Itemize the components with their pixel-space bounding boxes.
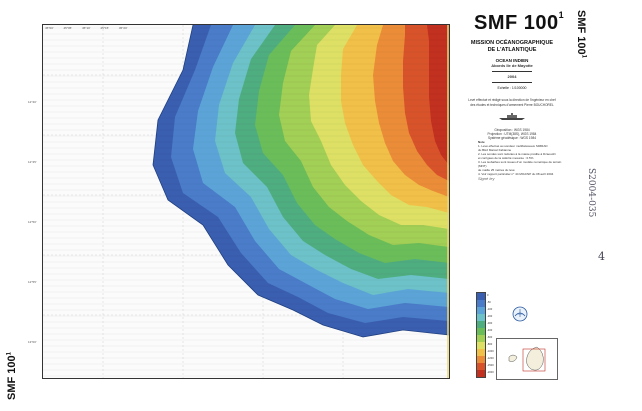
- scale-label: Echelle : 1/100000: [497, 86, 527, 91]
- legend-label: -50: [487, 301, 491, 304]
- note-line: 2. Les sondes sont réduites à la marée p…: [478, 152, 556, 156]
- note-line: du BH2 Marcel Fabianne: [478, 148, 512, 152]
- legend-swatch: [477, 321, 485, 328]
- note-line: de maille 25 mètres du levé: [478, 168, 515, 172]
- mission-line-2: DE L'ATLANTIQUE: [487, 47, 537, 53]
- shom-logo-icon: [512, 306, 528, 322]
- legend-label: -200: [487, 315, 493, 318]
- legend-swatch: [477, 335, 485, 342]
- mission-line-1: MISSION OCÉANOGRAPHIQUE: [470, 40, 554, 46]
- archive-code: S2004-035: [586, 168, 596, 218]
- legend-label: -100: [487, 308, 493, 311]
- legend-label: -2000: [487, 371, 494, 374]
- area-name: Abords Ile de Mayotte: [491, 63, 533, 68]
- legend-label: 0: [487, 294, 489, 297]
- reef-edge: [152, 25, 449, 338]
- legend-swatch: [477, 356, 485, 363]
- ship-icon: [499, 112, 525, 120]
- legend-swatch: [477, 300, 485, 307]
- legend-swatch: [477, 363, 485, 370]
- legend-label: -1200: [487, 357, 494, 360]
- legend-swatch: [477, 328, 485, 335]
- legend-swatch: [477, 342, 485, 349]
- legend-label: -800: [487, 343, 493, 346]
- geodesy-2: Projection : UTM(38S), WGS 1984: [487, 132, 537, 137]
- divider: [492, 71, 532, 73]
- inset-island-shape: [508, 346, 546, 372]
- bottom-sheet-code: SMF 1001: [6, 352, 18, 400]
- legend-label: -300: [487, 322, 493, 325]
- legend-swatch: [477, 370, 485, 377]
- bathymetry-layers: [43, 25, 449, 378]
- survey-year: 2004: [507, 74, 517, 80]
- divider: [492, 82, 532, 84]
- side-sheet-code: SMF 1001: [575, 10, 587, 58]
- legend-label: -1500: [487, 364, 494, 367]
- notes-block: Note 1. Levé effectué au sondeur multifa…: [478, 140, 568, 176]
- note-line: 1. Levé effectué au sondeur multifaiscea…: [478, 144, 548, 148]
- credits-line-2: des études et techniques d'armement Pier…: [470, 102, 554, 107]
- title-block: MISSION OCÉANOGRAPHIQUE DE L'ATLANTIQUE …: [456, 40, 568, 140]
- depth-legend: [476, 292, 486, 378]
- legend-label: -400: [487, 329, 493, 332]
- legend-swatch: [477, 307, 485, 314]
- legend-label: -1000: [487, 350, 494, 353]
- notes-title: Note: [478, 140, 485, 144]
- sheet-title: SMF 1001: [474, 10, 565, 34]
- note-line: 4. Voir rapport particulier n° 44 MOA/NP…: [478, 172, 554, 176]
- left-tick-labels: 12°40' 12°45' 12°50' 12°55' 13°00': [28, 100, 37, 344]
- signature: Signé ley: [478, 176, 495, 181]
- legend-swatch: [477, 314, 485, 321]
- top-tick-labels: 45°00' 45°05' 45°10' 45°15' 45°20': [45, 26, 128, 30]
- location-inset-map[interactable]: [496, 338, 558, 380]
- legend-swatch: [477, 293, 485, 300]
- credits-line-1: Levé effectué et rédigé sous la directio…: [468, 98, 556, 103]
- legend-label: -600: [487, 336, 493, 339]
- geodesy-3: Système géodésique : WGS 1984: [487, 136, 537, 141]
- note-line: et corrigées de la célérité mesurée : 0.…: [478, 156, 534, 160]
- archive-number: 4: [598, 250, 605, 263]
- depth-legend-labels: 0 -50 -100 -200 -300 -400 -600 -800 -1000 -1200 -1…: [487, 292, 494, 376]
- bathymetry-map[interactable]: 45°00' 45°05' 45°10' 45°15' 45°20': [42, 24, 450, 379]
- geodesy-1: Géoposition : WGS 1984: [494, 127, 530, 132]
- ocean-name: OCEAN INDIEN: [495, 58, 529, 63]
- legend-swatch: [477, 349, 485, 356]
- note-line: 3. Les isobathes sont issues d'un modèle…: [478, 160, 562, 168]
